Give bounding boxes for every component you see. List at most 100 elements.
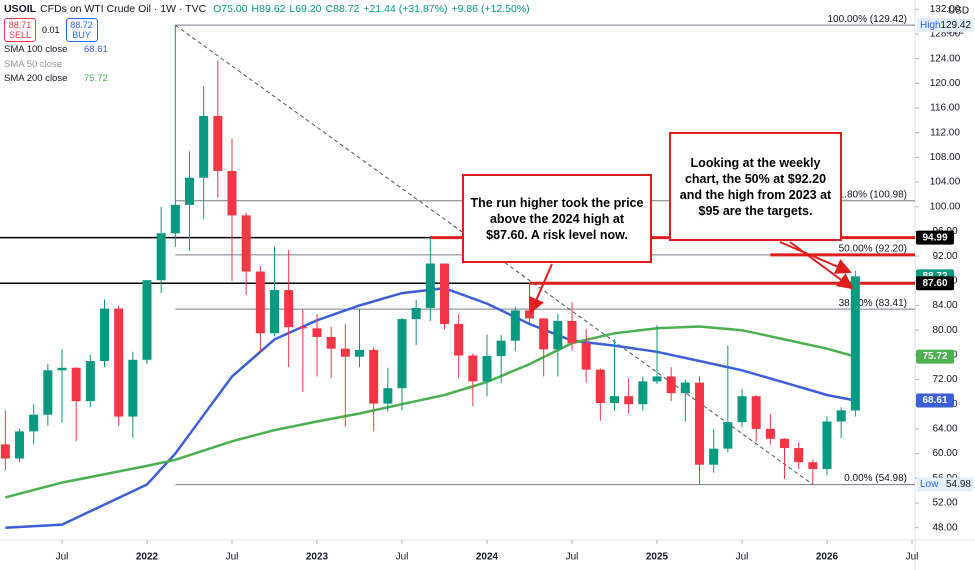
candle-body bbox=[751, 396, 761, 429]
candle-body bbox=[71, 367, 81, 402]
y-tick-label: 48.00 bbox=[932, 522, 957, 533]
y-tick-label: 84.00 bbox=[932, 300, 957, 311]
candle-body bbox=[340, 348, 350, 357]
y-tick-label: 72.00 bbox=[932, 374, 957, 385]
candle-body bbox=[170, 204, 180, 234]
symbol-name: CFDs on WTI Crude Oil · 1W · TVC bbox=[40, 3, 207, 15]
price-tag-label: 87.60 bbox=[922, 278, 947, 289]
symbol: USOIL bbox=[4, 3, 37, 15]
legend-value: 75.72 bbox=[84, 73, 108, 84]
extreme-tag bbox=[917, 477, 973, 492]
candle-body bbox=[241, 215, 251, 272]
y-tick-label: 112.00 bbox=[930, 127, 960, 138]
y-tick-label: 64.00 bbox=[932, 424, 957, 435]
price-tag bbox=[916, 349, 954, 364]
trade-buttons: 88.71 SELL 0.01 88.72 BUY bbox=[4, 18, 98, 42]
x-tick-label: Jul bbox=[56, 552, 69, 563]
candle-body bbox=[199, 116, 209, 178]
candle-body bbox=[425, 263, 435, 308]
candle-body bbox=[666, 376, 676, 394]
candle-body bbox=[496, 340, 506, 357]
extreme-tag-name: Low bbox=[920, 479, 939, 490]
candle-body bbox=[29, 414, 39, 432]
candle-body bbox=[794, 448, 804, 463]
price-tag-label: 75.72 bbox=[922, 351, 947, 362]
y-tick-label: 92.00 bbox=[932, 251, 957, 262]
candle-body bbox=[85, 361, 95, 402]
candle-body bbox=[850, 276, 860, 411]
y-tick-label: 52.00 bbox=[932, 498, 957, 509]
candle-body bbox=[411, 307, 421, 320]
y-tick-label: 100.00 bbox=[930, 201, 961, 212]
candle-body bbox=[780, 438, 789, 449]
candle-body bbox=[312, 328, 322, 337]
sma-line bbox=[5, 286, 856, 529]
candle-body bbox=[454, 324, 464, 356]
quote: C88.72 bbox=[325, 3, 360, 15]
x-tick-label: Jul bbox=[736, 552, 749, 563]
header: USOIL CFDs on WTI Crude Oil · 1W · TVC O7… bbox=[4, 3, 534, 15]
candle-body bbox=[737, 396, 747, 423]
candle-body bbox=[695, 382, 704, 465]
candle-body bbox=[0, 444, 10, 459]
candle-body bbox=[638, 381, 648, 405]
sell-price: 88.71 bbox=[8, 20, 32, 30]
y-tick-label: 80.00 bbox=[932, 325, 957, 336]
candle-body bbox=[383, 388, 393, 404]
candle-body bbox=[482, 356, 492, 382]
fib-label: 50.00% (92.20) bbox=[839, 244, 907, 255]
extreme-tag bbox=[917, 18, 973, 33]
candle-body bbox=[298, 327, 308, 329]
legend-label: SMA 100 close bbox=[4, 44, 68, 55]
price-tag bbox=[916, 393, 954, 408]
y-tick-label: 128.00 bbox=[930, 29, 961, 40]
candle-body bbox=[284, 290, 294, 328]
x-tick-label: 2022 bbox=[136, 552, 159, 563]
candle-body bbox=[15, 431, 24, 459]
y-tick-label: 132.00 bbox=[930, 4, 961, 15]
arrow bbox=[789, 241, 854, 290]
candle-body bbox=[652, 376, 662, 382]
candle-body bbox=[227, 170, 237, 216]
sell-label: SELL bbox=[8, 30, 32, 40]
buy-label: BUY bbox=[72, 30, 91, 40]
candle-body bbox=[765, 428, 775, 439]
candle-body bbox=[369, 349, 379, 404]
fib-label: 0.00% (54.98) bbox=[844, 473, 907, 484]
price-tag bbox=[916, 276, 954, 291]
candle-body bbox=[57, 367, 67, 371]
quote: O75.00 bbox=[213, 3, 248, 15]
candle-body bbox=[355, 349, 364, 357]
arrow bbox=[529, 263, 553, 314]
candle-body bbox=[808, 462, 818, 470]
annotation: Looking at the weekly chart, the 50% at … bbox=[669, 132, 842, 241]
quote: H89.62 bbox=[251, 3, 286, 15]
buy-button[interactable]: 88.72 BUY bbox=[65, 18, 98, 42]
quote: L69.20 bbox=[289, 3, 322, 15]
sell-button[interactable]: 88.71 SELL bbox=[4, 18, 36, 42]
candle-body bbox=[553, 320, 563, 350]
plot: 100.00% (129.42) 61.80% (100.98) 50.00% (9… bbox=[0, 14, 915, 529]
candle-body bbox=[185, 177, 194, 205]
candle-body bbox=[525, 310, 534, 319]
candle-body bbox=[43, 370, 53, 415]
legend-item: SMA 200 close 75.72 bbox=[4, 73, 108, 84]
candle-body bbox=[567, 320, 577, 344]
spread: 0.01 bbox=[42, 25, 60, 35]
x-tick-label: Jul bbox=[226, 552, 239, 563]
legend-label: SMA 50 close bbox=[4, 59, 63, 70]
fib-label: 38.20% (83.41) bbox=[839, 298, 907, 309]
candle-body bbox=[270, 290, 279, 334]
candle-body bbox=[595, 369, 605, 403]
x-tick-label: Jul bbox=[396, 552, 409, 563]
extreme-tag-value: 54.98 bbox=[946, 479, 971, 490]
candle-body bbox=[822, 421, 832, 470]
y-tick-label: 120.00 bbox=[930, 78, 961, 89]
candle-body bbox=[723, 422, 733, 449]
quote: +21.44 (+31.87%) bbox=[363, 3, 448, 15]
legend-value: 68.61 bbox=[84, 44, 108, 55]
candle-body bbox=[114, 308, 124, 417]
y-tick-label: 104.00 bbox=[930, 177, 961, 188]
quote: +9.86 (+12.50%) bbox=[451, 3, 530, 15]
arrow bbox=[779, 241, 852, 274]
